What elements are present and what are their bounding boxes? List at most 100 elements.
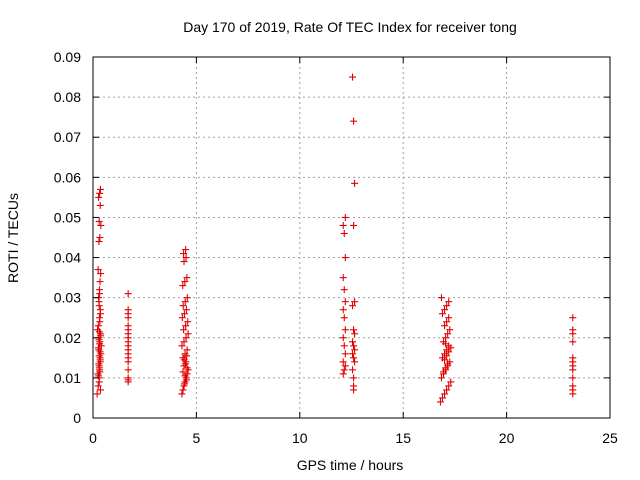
data-point <box>445 314 453 322</box>
data-point <box>340 342 348 350</box>
data-point <box>569 338 577 346</box>
data-point <box>341 213 349 221</box>
data-point <box>124 290 132 298</box>
x-tick-label: 20 <box>499 430 515 446</box>
data-point <box>438 394 446 402</box>
data-point <box>180 338 188 346</box>
data-point <box>96 290 104 298</box>
data-point <box>124 366 132 374</box>
x-tick-label: 10 <box>292 430 308 446</box>
data-point <box>339 370 347 378</box>
data-point <box>96 356 104 364</box>
data-point <box>181 360 189 368</box>
data-point <box>179 282 187 290</box>
data-point <box>96 189 104 197</box>
data-point <box>180 356 188 364</box>
data-point <box>182 376 190 384</box>
data-point <box>445 382 453 390</box>
data-point <box>339 334 347 342</box>
data-point <box>97 270 105 278</box>
data-point <box>183 352 191 360</box>
data-point <box>340 366 348 374</box>
data-point <box>351 358 359 366</box>
data-point <box>341 350 349 358</box>
data-point <box>445 298 453 306</box>
data-point <box>350 374 358 382</box>
data-point <box>95 364 103 372</box>
data-point <box>442 334 450 342</box>
data-point <box>183 364 191 372</box>
data-point <box>182 246 190 254</box>
y-tick-label: 0.08 <box>54 89 81 105</box>
data-point <box>445 348 453 356</box>
data-point <box>96 306 104 314</box>
data-point <box>183 274 191 282</box>
grid-lines <box>93 57 610 418</box>
data-point <box>444 360 452 368</box>
data-point <box>441 306 449 314</box>
y-tick-label: 0.03 <box>54 290 81 306</box>
data-point <box>96 185 104 193</box>
data-point <box>441 390 449 398</box>
y-axis-ticks: 0 0.01 0.02 0.03 0.04 0.05 0.06 0.07 0.08 0.09 <box>54 49 610 426</box>
data-point <box>442 340 450 348</box>
data-point <box>441 322 449 330</box>
data-point <box>440 368 448 376</box>
data-point <box>437 294 445 302</box>
data-point <box>179 368 187 376</box>
data-point <box>437 374 445 382</box>
data-point <box>350 354 358 362</box>
data-point <box>349 366 357 374</box>
data-point <box>444 330 452 338</box>
data-point <box>349 350 357 358</box>
data-point <box>349 302 357 310</box>
data-point <box>182 322 190 330</box>
data-point <box>95 193 103 201</box>
y-tick-label: 0.05 <box>54 209 81 225</box>
data-point <box>442 364 450 372</box>
data-point <box>350 342 358 350</box>
data-points <box>93 73 577 406</box>
data-point <box>340 229 348 237</box>
data-point <box>178 390 186 398</box>
data-point <box>569 314 577 322</box>
data-point <box>350 221 358 229</box>
x-tick-label: 15 <box>395 430 411 446</box>
data-point <box>443 352 451 360</box>
y-tick-label: 0.06 <box>54 169 81 185</box>
data-point <box>349 338 357 346</box>
data-point <box>96 332 104 340</box>
data-point <box>180 310 188 318</box>
y-tick-label: 0.02 <box>54 330 81 346</box>
data-point <box>182 306 190 314</box>
y-tick-label: 0 <box>73 410 81 426</box>
data-point <box>443 318 451 326</box>
data-point <box>180 380 188 388</box>
data-point <box>183 294 191 302</box>
data-point <box>339 358 347 366</box>
x-tick-label: 25 <box>602 430 618 446</box>
data-point <box>124 376 132 384</box>
data-point <box>182 254 190 262</box>
y-tick-label: 0.01 <box>54 370 81 386</box>
data-point <box>447 378 455 386</box>
data-point <box>93 390 101 398</box>
data-point <box>341 362 349 370</box>
data-point <box>96 348 104 356</box>
data-point <box>438 310 446 318</box>
data-point <box>447 344 455 352</box>
data-point <box>95 352 103 360</box>
data-point <box>96 386 104 394</box>
data-point <box>95 378 103 386</box>
y-tick-label: 0.04 <box>54 250 81 266</box>
data-point <box>179 302 187 310</box>
x-tick-label: 0 <box>89 430 97 446</box>
y-tick-label: 0.07 <box>54 129 81 145</box>
data-point <box>443 386 451 394</box>
plot-frame <box>92 56 611 419</box>
data-point <box>350 117 358 125</box>
data-point <box>94 382 102 390</box>
data-point <box>96 201 104 209</box>
data-point <box>180 326 188 334</box>
